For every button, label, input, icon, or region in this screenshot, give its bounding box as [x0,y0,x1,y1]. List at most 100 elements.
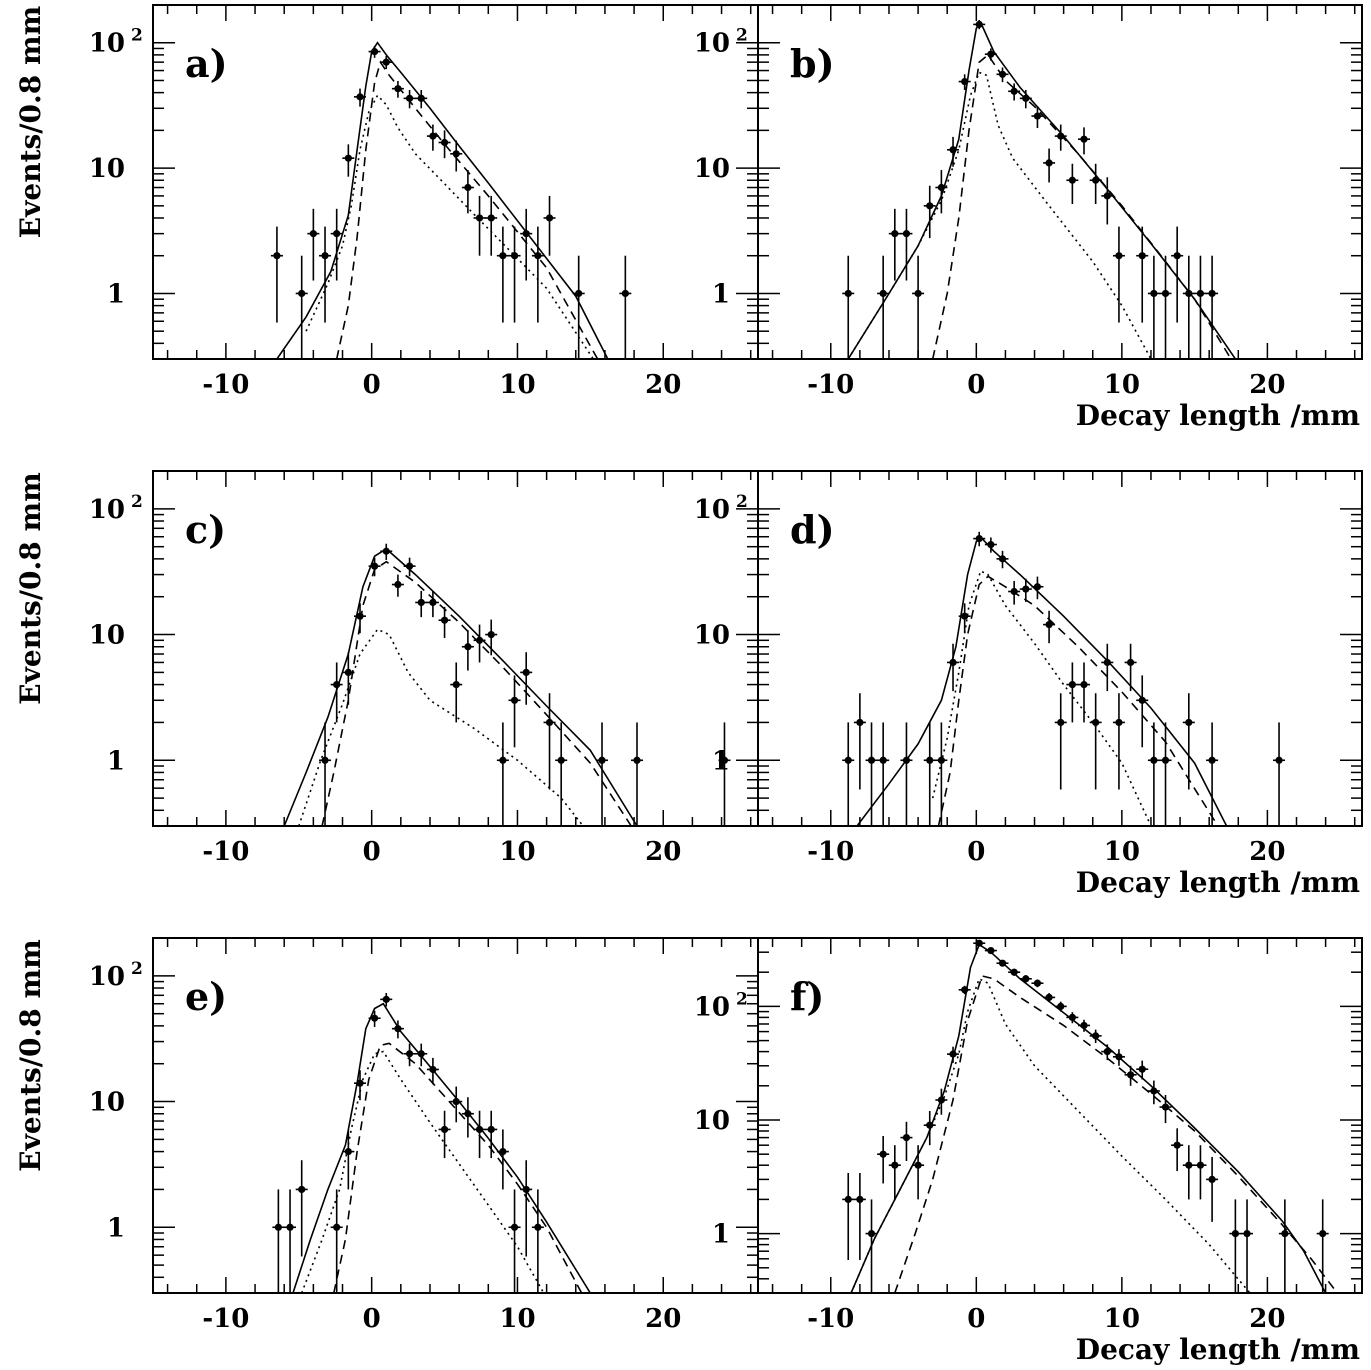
plot-frame [152,470,759,827]
data-point [844,289,852,298]
curve-dashed [335,60,599,359]
data-point [879,1150,887,1158]
data-point [975,939,983,947]
data-point [534,252,542,260]
data-point [274,1223,282,1231]
data-point [487,214,495,222]
x-tick-label: 10 [1104,837,1140,867]
data-point [1208,1175,1216,1183]
data-point [333,680,341,689]
y-tick-label: 1 [107,746,125,776]
y-tick-exponent: 2 [736,989,748,1009]
data-point [902,230,911,238]
data-point [522,230,530,238]
y-tick-label: 10 [694,154,730,184]
y-tick-label: 10 [89,1088,125,1118]
data-point [1185,718,1193,727]
data-point [1103,1048,1111,1056]
y-tick-label: 10 [694,621,730,651]
data-point [370,562,379,570]
y-axis-label: Events/0.8 mm [14,939,47,1171]
x-tick-label: 10 [499,1304,535,1334]
data-point [914,1161,922,1169]
panel-a: -10 0 10 20 10 2 10 1 a) Events/0.8 mm [14,4,759,400]
data-point [344,668,352,676]
data-point [1173,1141,1181,1149]
panel-d: -10 0 10 20 10 2 10 1 d) Decay length /mm [694,470,1363,899]
data-point [356,1079,364,1087]
data-point [356,612,364,620]
data-point [417,94,425,102]
data-point [522,668,530,676]
data-point [1150,1087,1158,1095]
y-tick-exponent: 2 [131,26,143,46]
data-point [394,580,402,589]
y-tick-label: 1 [107,1213,125,1243]
data-point [1033,583,1042,591]
data-point [1150,289,1158,298]
data-point [1208,289,1216,298]
data-point [867,756,876,764]
data-point [926,1121,934,1129]
x-tick-label: 0 [967,1304,985,1334]
data-point [1022,94,1030,102]
data-point [1138,696,1146,704]
y-tick-exponent: 2 [131,492,143,512]
data-point [405,94,414,102]
panel-f: -10 0 10 20 10 2 10 1 f) Decay length /mm [694,937,1363,1366]
x-tick-label: -10 [807,370,854,400]
y-tick-label: 1 [107,279,125,309]
data-point [1173,252,1181,260]
curve-total [292,1002,591,1293]
y-tick-exponent: 2 [131,959,143,979]
curve-dotted [847,71,1152,359]
data-point [1150,756,1158,764]
x-tick-label: 20 [1249,370,1285,400]
data-point [394,85,402,93]
data-point [987,50,995,58]
data-point [937,183,945,192]
x-tick-label: 20 [645,837,681,867]
data-point [475,636,484,644]
data-point [1161,289,1170,298]
panel-label: c) [185,507,226,552]
data-point [1080,1021,1088,1030]
data-point [1231,1229,1239,1238]
data-point [429,1065,437,1074]
data-point [321,252,329,260]
data-point [1126,658,1135,667]
data-point [344,1147,352,1156]
panel-label: a) [185,41,228,86]
data-point [926,202,934,210]
panel-c: -10 0 10 20 10 2 10 1 c) Events/0.8 mm [14,470,759,867]
data-point [926,756,934,764]
data-point [902,1133,911,1142]
data-point [891,1161,899,1169]
data-point [534,1223,542,1231]
data-point [464,643,472,651]
data-point [1126,1071,1135,1079]
data-point [961,612,969,620]
data-point [499,252,507,260]
data-point [382,58,390,66]
y-tick-label: 1 [712,1220,730,1250]
data-point [321,756,329,764]
data-point [440,616,449,624]
data-point [1057,1002,1065,1010]
data-point [487,630,495,639]
data-point [1045,621,1053,629]
curve-total [850,943,1327,1293]
data-point [1068,1013,1076,1022]
data-point [1196,1161,1205,1169]
data-point [1138,252,1146,260]
data-point [499,756,507,764]
x-axis-label: Decay length /mm [1076,399,1360,432]
data-point [1057,718,1065,727]
x-tick-label: 0 [967,370,985,400]
data-point [844,1195,852,1204]
curve-dashed [937,575,1219,826]
curve-dotted [298,628,584,826]
data-point [937,1096,945,1104]
y-axis-label: Events/0.8 mm [14,472,47,704]
